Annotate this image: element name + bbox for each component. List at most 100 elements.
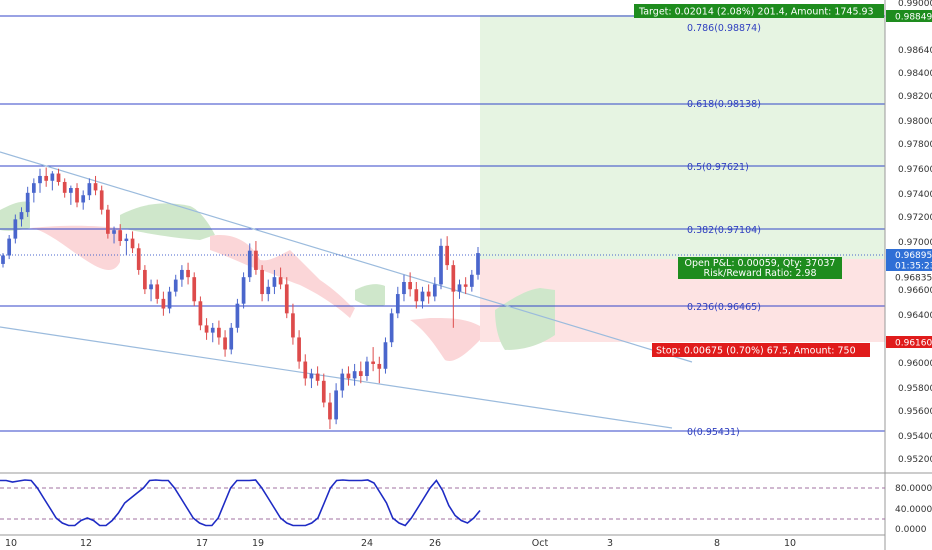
price-tick: 0.98400 <box>898 69 932 79</box>
fib-label-0382: 0.382(0.97104) <box>687 225 761 236</box>
upper-trendline[interactable] <box>0 151 693 363</box>
time-label: 10 <box>784 538 796 549</box>
stoch-tick: 80.0000 <box>895 484 932 494</box>
time-label: 8 <box>714 538 720 549</box>
target-price-tag <box>886 10 932 22</box>
price-tick: 0.97600 <box>898 165 932 175</box>
price-tick: 0.96000 <box>898 359 932 369</box>
candle-bearish <box>426 291 431 297</box>
risk-reward-text: Risk/Reward Ratio: 2.98 <box>703 268 816 279</box>
prev-close-tag <box>886 271 932 283</box>
price-tick: 0.95200 <box>898 455 932 465</box>
candle-bullish <box>124 238 129 242</box>
position-label[interactable]: Open P&L: 0.00059, Qty: 37037 Risk/Rewar… <box>678 257 842 279</box>
candle-bullish <box>38 175 42 184</box>
target-label-box <box>634 4 884 18</box>
candle-bearish <box>56 173 61 182</box>
lower-trendline[interactable] <box>0 326 673 429</box>
candle-bullish <box>167 291 172 309</box>
price-axis[interactable]: 0.99000 0.98640 0.98400 0.98200 0.98000 … <box>886 0 932 535</box>
candle-bearish <box>136 248 141 270</box>
candle-bullish <box>210 327 215 333</box>
price-tick: 0.98640 <box>898 46 932 56</box>
price-tick: 0.97800 <box>898 140 932 150</box>
cloud-red-1 <box>30 225 120 270</box>
candle-bullish <box>272 277 277 287</box>
candle-bearish <box>130 238 135 249</box>
fibonacci-levels: 0.786(0.98874) 0.618(0.98138) 0.5(0.9762… <box>0 15 885 438</box>
candle-bearish <box>278 277 283 285</box>
candle-bullish <box>340 373 345 391</box>
time-label: 3 <box>607 538 613 549</box>
candle-bullish <box>439 245 443 285</box>
candle-bullish <box>19 212 24 220</box>
candle-bearish <box>118 230 123 242</box>
price-tick: 0.95800 <box>898 384 932 394</box>
stochastic-line <box>0 479 481 527</box>
candle-bullish <box>25 192 30 213</box>
price-tick: 0.95600 <box>898 407 932 417</box>
candle-bearish <box>321 380 326 403</box>
time-label: Oct <box>532 538 549 549</box>
candle-bullish <box>383 342 388 369</box>
candle-bearish <box>463 284 468 287</box>
candle-bearish <box>414 289 419 302</box>
time-label: 10 <box>5 538 17 549</box>
open-pl-text: Open P&L: 0.00059, Qty: 37037 <box>685 258 836 269</box>
target-zone <box>480 15 885 259</box>
price-tick: 0.97200 <box>898 213 932 223</box>
candle-bullish <box>247 250 252 278</box>
candle-bearish <box>186 269 190 278</box>
price-tick: 0.97000 <box>898 238 932 248</box>
candle-bearish <box>328 402 332 420</box>
price-tick: 0.99000 <box>898 0 932 9</box>
candle-bearish <box>217 327 221 338</box>
stop-label[interactable]: Stop: 0.00675 (0.70%) 67.5, Amount: 750 <box>652 343 870 357</box>
candle-bullish <box>112 230 116 234</box>
candle-bullish <box>180 269 184 280</box>
candle-bearish <box>155 284 160 299</box>
candle-bearish <box>315 373 320 381</box>
candle-bearish <box>284 284 289 314</box>
candle-bearish <box>451 265 456 292</box>
candle-bullish <box>235 303 240 328</box>
candle-bullish <box>1 255 5 264</box>
price-tick: 0.97400 <box>898 190 932 200</box>
price-tick: 0.95400 <box>898 432 932 442</box>
last-price-text: 0.96895 <box>895 251 932 261</box>
candle-bullish <box>309 373 314 379</box>
target-label[interactable]: Target: 0.02014 (2.08%) 201.4, Amount: 1… <box>634 4 884 18</box>
stop-label-text: Stop: 0.00675 (0.70%) 67.5, Amount: 750 <box>656 346 856 357</box>
cloud-green-2 <box>120 203 215 240</box>
candle-bullish <box>476 253 480 275</box>
stop-label-box <box>652 343 870 357</box>
candle-bullish <box>266 286 271 295</box>
time-axis[interactable]: 10 12 17 19 24 26 Oct 3 8 10 <box>5 538 796 549</box>
candle-bearish <box>297 337 301 362</box>
candle-bullish <box>229 327 234 350</box>
position-label-box <box>678 257 842 279</box>
candle-bearish <box>291 313 295 338</box>
stop-price-text: 0.96160 <box>895 339 932 349</box>
candle-bearish <box>192 277 197 302</box>
candle-bearish <box>204 325 209 333</box>
price-tick: 0.98200 <box>898 92 932 102</box>
candle-bearish <box>75 188 79 203</box>
price-tick: 0.96400 <box>898 311 932 321</box>
time-label: 17 <box>196 538 208 549</box>
stop-price-tag <box>886 336 932 348</box>
candle-bearish <box>254 250 258 270</box>
candles-layer <box>1 167 480 430</box>
fib-label-0618: 0.618(0.98138) <box>687 99 761 110</box>
candle-bearish <box>260 269 264 295</box>
stoch-tick: 40.0000 <box>895 505 932 515</box>
candle-bullish <box>173 279 178 292</box>
stochastic-pane[interactable] <box>0 479 885 527</box>
candle-bullish <box>87 183 92 196</box>
candle-bearish <box>106 209 110 234</box>
candle-bullish <box>365 361 369 376</box>
candle-bearish <box>143 269 147 290</box>
time-label: 12 <box>80 538 92 549</box>
candle-bearish <box>408 282 412 290</box>
